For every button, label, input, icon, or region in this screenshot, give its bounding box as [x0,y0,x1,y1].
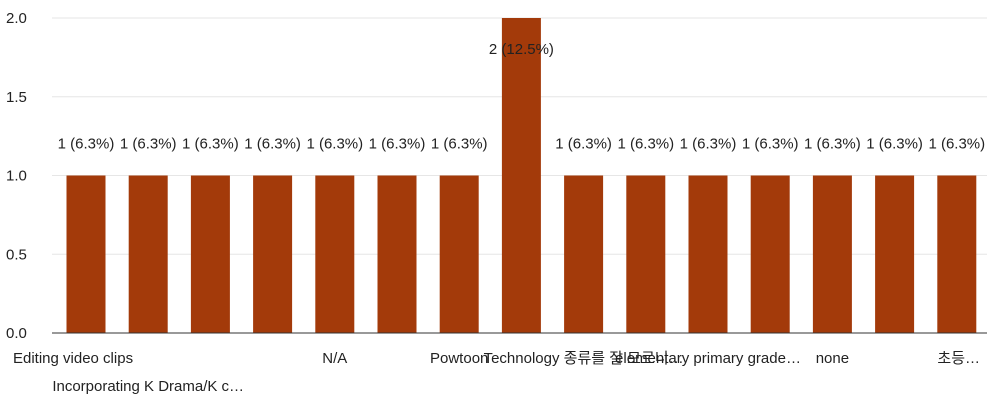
bar [439,175,479,333]
bar [626,175,666,333]
y-tick-label: 1.5 [6,89,27,106]
x-tick-label: Editing video clips [13,350,133,367]
data-label: 1 (6.3%) [244,136,301,153]
x-tick-label: Incorporating K Drama/K c… [52,378,244,395]
x-tick-label: none [816,350,849,367]
bar [937,175,977,333]
data-label: 1 (6.3%) [369,136,426,153]
bar [812,175,852,333]
bars [66,18,977,333]
bar [750,175,790,333]
bar [688,175,728,333]
data-label: 1 (6.3%) [680,136,737,153]
bar [875,175,915,333]
data-label: 1 (6.3%) [617,136,674,153]
data-label: 2 (12.5%) [489,41,554,58]
bar [377,175,417,333]
x-tick-label: Technology 종류를 잘 모르니… [484,350,684,367]
data-label: 1 (6.3%) [58,136,115,153]
y-tick-label: 1.0 [6,168,27,185]
data-label: 1 (6.3%) [742,136,799,153]
bar [253,175,293,333]
data-label: 1 (6.3%) [182,136,239,153]
bar [66,175,106,333]
data-label: 1 (6.3%) [804,136,861,153]
data-label: 1 (6.3%) [120,136,177,153]
data-label: 1 (6.3%) [555,136,612,153]
x-tick-label: N/A [322,350,347,367]
bar [564,175,604,333]
x-axis-category-labels: Editing video clips Incorporating K Drama… [13,350,980,395]
x-tick-label: 초등… [937,350,980,367]
data-label: 1 (6.3%) [306,136,363,153]
data-label: 1 (6.3%) [866,136,923,153]
data-labels: 1 (6.3%) 1 (6.3%) 1 (6.3%) 1 (6.3%) 1 (6.3%)… [58,41,986,153]
bar [128,175,168,333]
x-tick-label: Powtoon [430,350,488,367]
y-tick-label: 0.5 [6,246,27,263]
y-axis-ticks: 0.0 0.5 1.0 1.5 2.0 [6,10,27,342]
bar [190,175,230,333]
data-label: 1 (6.3%) [431,136,488,153]
bar [315,175,355,333]
x-tick-label: elementary primary grade… [615,350,801,367]
data-label: 1 (6.3%) [928,136,985,153]
y-tick-label: 2.0 [6,10,27,27]
y-tick-label: 0.0 [6,325,27,342]
bar [501,18,541,333]
